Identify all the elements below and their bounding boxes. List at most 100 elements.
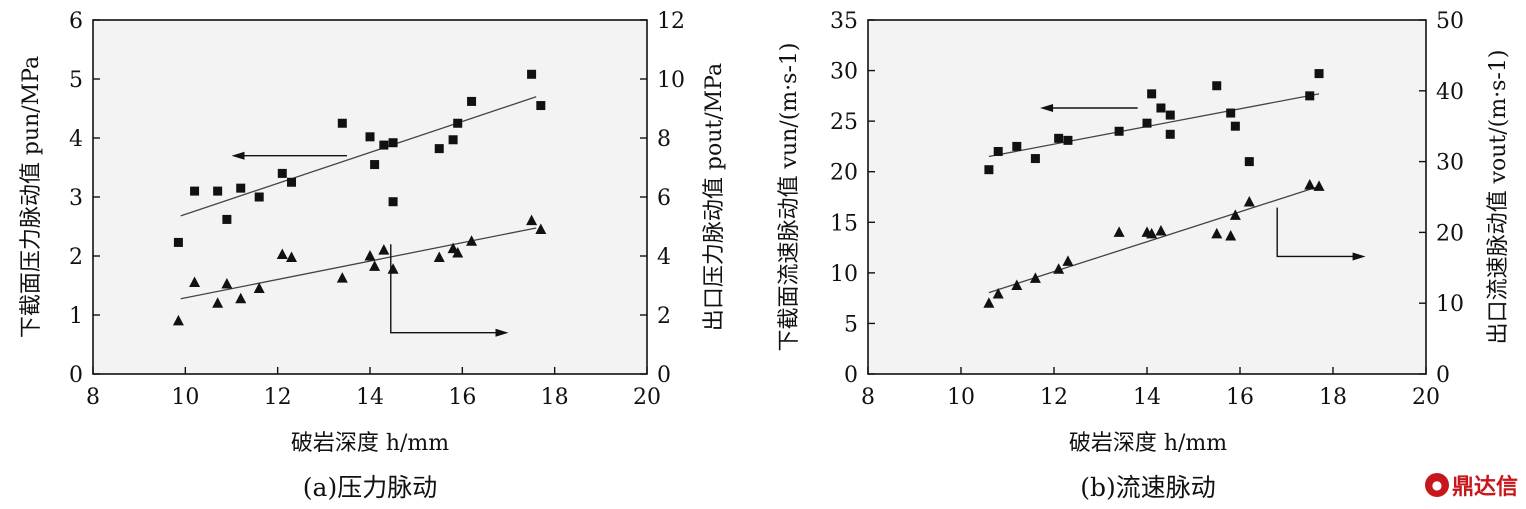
triangle-marker (983, 297, 995, 308)
arrow-left-head (231, 151, 245, 160)
plot-area-b (867, 19, 1427, 375)
triangle-marker (1243, 195, 1255, 207)
triangle-marker (1155, 224, 1167, 236)
y-right-tick-label: 20 (1436, 221, 1464, 246)
arrow-right-shaft (390, 244, 499, 334)
square-marker (1212, 81, 1222, 91)
triangle-marker (336, 272, 348, 283)
square-marker (1165, 129, 1175, 139)
square-marker (337, 118, 347, 128)
y-left-tick-label: 2 (69, 245, 83, 270)
square-marker (1063, 135, 1073, 145)
y-left-tick-label: 20 (830, 161, 858, 186)
square-marker (190, 186, 200, 196)
x-tick-label: 8 (861, 385, 875, 410)
fit-lines-a (180, 96, 537, 300)
caption-a: (a)压力脉动 (303, 473, 437, 502)
square-marker (527, 69, 537, 79)
square-marker (1142, 118, 1152, 128)
y-right-tick-label: 0 (1436, 363, 1450, 388)
watermark-text: 鼎达信 (1451, 475, 1518, 500)
panel-b-velocity: 8 10 12 14 16 18 20 0 5 10 15 20 25 30 35 0 10 20 30 40 50… (777, 9, 1511, 502)
x-tick-label: 12 (1040, 385, 1068, 410)
x-ticks-b: 8 10 12 14 16 18 20 (861, 367, 1440, 410)
x-tick-label: 18 (1319, 385, 1347, 410)
triangle-marker (1029, 272, 1041, 283)
y-ticks-left-b: 0 5 10 15 20 25 30 35 (830, 9, 875, 388)
y-right-tick-label: 0 (657, 363, 671, 388)
triangle-marker (212, 297, 224, 308)
triangle-marker (253, 282, 265, 293)
triangle-marker (1229, 209, 1241, 220)
square-marker (1030, 154, 1040, 164)
square-marker (388, 197, 398, 207)
watermark-logo: ● 鼎达信 (1424, 469, 1518, 501)
square-marker (379, 140, 389, 150)
square-marker (1165, 110, 1175, 120)
square-marker (1244, 157, 1254, 167)
square-marker (365, 132, 375, 142)
triangle-marker (276, 248, 288, 260)
fit-lines-b (988, 93, 1320, 294)
points-b (983, 69, 1325, 308)
x-ticks-a: 8 10 12 14 16 18 20 (86, 367, 661, 410)
triangle-marker (286, 251, 298, 262)
square-marker (370, 160, 380, 170)
y-right-tick-label: 12 (657, 9, 685, 34)
triangle-marker (172, 314, 184, 326)
x-tick-label: 14 (356, 385, 384, 410)
square-fit-line (988, 93, 1320, 158)
y-left-tick-label: 0 (69, 363, 83, 388)
x-tick-label: 18 (541, 385, 569, 410)
triangle-marker (447, 242, 459, 254)
y-left-tick-label: 10 (830, 262, 858, 287)
triangle-fit-line (180, 227, 537, 300)
triangle-marker (1053, 263, 1065, 274)
triangle-marker (1313, 180, 1325, 191)
triangle-marker (189, 276, 201, 288)
square-marker (1314, 69, 1324, 79)
square-marker (1305, 91, 1315, 101)
square-marker (213, 186, 223, 196)
y-right-tick-label: 10 (1436, 292, 1464, 317)
y-left-tick-label: 35 (830, 9, 858, 34)
triangle-marker (364, 250, 376, 261)
square-marker (984, 165, 994, 175)
square-marker (1156, 103, 1166, 113)
y-ticks-left-a: 0 1 2 3 4 5 6 (69, 9, 100, 388)
x-tick-label: 10 (947, 385, 975, 410)
y-ticks-right-a: 0 2 4 6 8 10 12 (640, 9, 685, 388)
arrows-a (231, 151, 509, 337)
y-left-tick-label: 15 (830, 211, 858, 236)
square-marker (448, 135, 458, 145)
y-right-tick-label: 30 (1436, 151, 1464, 176)
square-marker (236, 183, 246, 193)
y-right-tick-label: 6 (657, 186, 671, 211)
y-right-tick-label: 10 (657, 68, 685, 93)
triangle-marker (378, 244, 390, 255)
x-tick-label: 16 (448, 385, 476, 410)
square-marker (254, 192, 264, 202)
square-marker (1012, 141, 1022, 151)
x-tick-label: 14 (1133, 385, 1161, 410)
square-fit-line (180, 96, 537, 217)
points-a (172, 69, 547, 326)
square-marker (1114, 126, 1124, 136)
arrow-right-shaft (1276, 207, 1356, 258)
triangle-marker (1011, 279, 1023, 290)
triangle-marker (1062, 255, 1074, 266)
x-tick-label: 20 (1412, 385, 1440, 410)
x-tick-label: 8 (86, 385, 100, 410)
y-left-tick-label: 30 (830, 60, 858, 85)
y-left-tick-label: 5 (844, 312, 858, 337)
x-tick-label: 16 (1226, 385, 1254, 410)
triangle-marker (992, 287, 1004, 299)
square-marker (453, 118, 463, 128)
y-left-tick-label: 6 (69, 9, 83, 34)
square-marker (173, 237, 183, 247)
caption-b: (b)流速脉动 (1080, 473, 1216, 502)
triangle-fit-line (988, 185, 1320, 294)
y-axis-label-right-a: 出口压力脉动值 pout/MPa (702, 63, 727, 331)
